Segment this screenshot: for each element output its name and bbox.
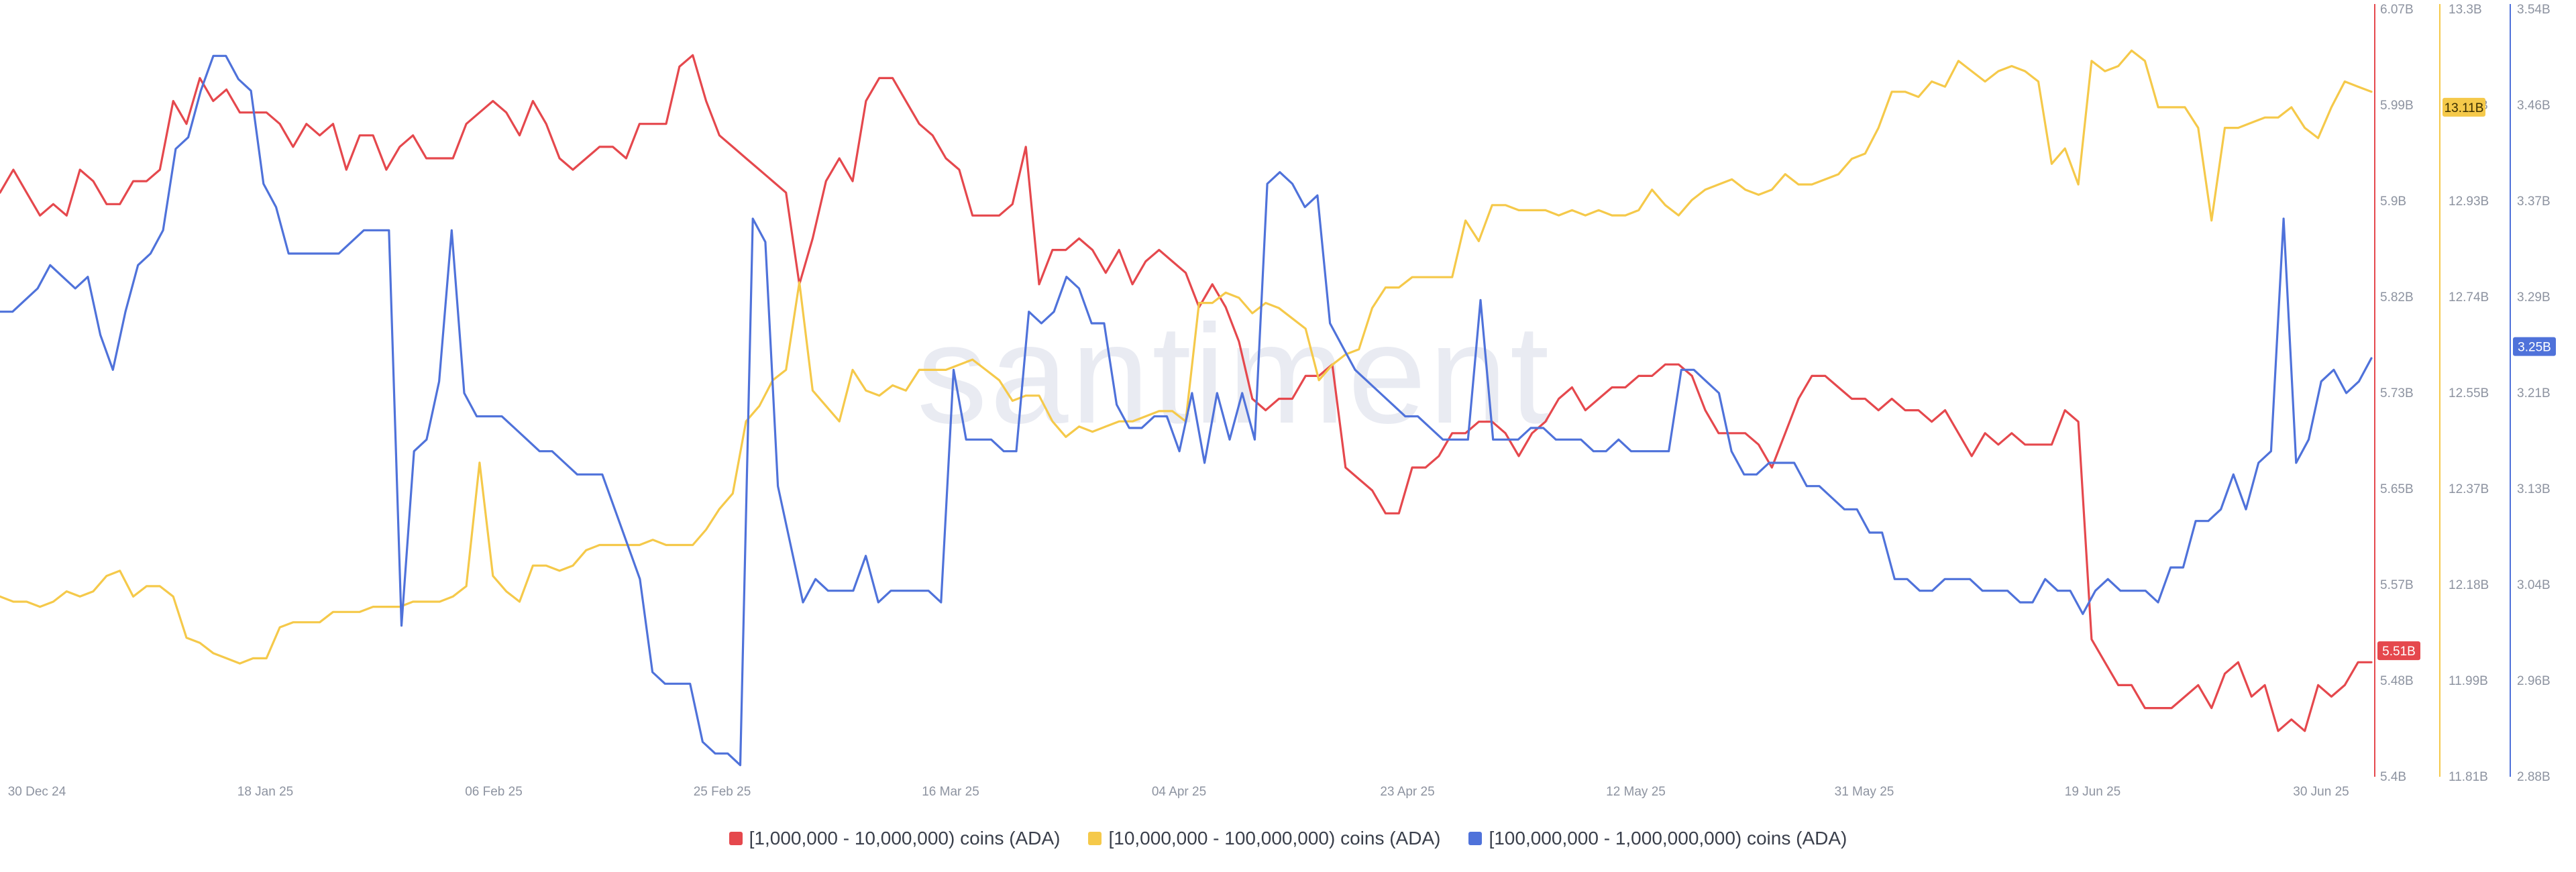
legend-item-yellow[interactable]: [10,000,000 - 100,000,000) coins (ADA) xyxy=(1088,828,1440,849)
x-tick-label: 19 Jun 25 xyxy=(2065,785,2121,799)
y-tick-label-yellow: 13.3B xyxy=(2449,3,2482,17)
y-tick-label-red: 5.82B xyxy=(2380,290,2414,305)
value-badges: 5.51B 13.11B 3.25B xyxy=(2377,97,2556,661)
y-tick-label-red: 5.48B xyxy=(2380,674,2414,688)
value-badge-label-red: 5.51B xyxy=(2382,645,2416,659)
value-badge-label-yellow: 13.11B xyxy=(2445,101,2484,115)
y-tick-label-blue: 3.13B xyxy=(2517,482,2551,496)
x-tick-label: 31 May 25 xyxy=(1835,785,1894,799)
value-badge-red xyxy=(2377,641,2420,661)
legend-swatch-red xyxy=(729,832,743,845)
y-tick-label-red: 5.73B xyxy=(2380,386,2414,400)
x-tick-label: 18 Jan 25 xyxy=(237,785,293,799)
y-tick-label-yellow: 12.93B xyxy=(2449,195,2489,209)
x-tick-label: 16 Mar 25 xyxy=(922,785,979,799)
y-tick-label-blue: 3.21B xyxy=(2517,386,2551,400)
y-tick-label-red: 6.07B xyxy=(2380,3,2414,17)
y-tick-label-yellow: 12.74B xyxy=(2449,290,2489,305)
legend-label-yellow: [10,000,000 - 100,000,000) coins (ADA) xyxy=(1108,828,1441,849)
series-layer xyxy=(0,49,2373,767)
x-tick-label: 06 Feb 25 xyxy=(465,785,523,799)
x-tick-label: 30 Jun 25 xyxy=(2293,785,2349,799)
legend-swatch-blue xyxy=(1468,832,1483,845)
y-tick-label-yellow: 12.55B xyxy=(2449,386,2489,400)
y-tick-label-yellow: 12.37B xyxy=(2449,482,2489,496)
y-tick-label-yellow: 12.18B xyxy=(2449,578,2489,592)
x-tick-label: 23 Apr 25 xyxy=(1380,785,1434,799)
y-tick-label-red: 5.65B xyxy=(2380,482,2414,496)
y-tick-label-blue: 3.37B xyxy=(2517,195,2551,209)
value-badge-label-blue: 3.25B xyxy=(2518,341,2551,355)
y-tick-label-blue: 2.96B xyxy=(2517,674,2551,688)
legend-item-blue[interactable]: [100,000,000 - 1,000,000,000) coins (ADA… xyxy=(1468,828,1847,849)
value-badge-blue xyxy=(2513,337,2556,356)
y-tick-label-blue: 3.29B xyxy=(2517,290,2551,305)
y-tick-label-red: 5.4B xyxy=(2380,770,2406,784)
value-badge-yellow xyxy=(2443,97,2485,117)
y-tick-label-yellow: 11.99B xyxy=(2449,674,2488,688)
x-axis-ticks: 30 Dec 24 18 Jan 25 06 Feb 25 25 Feb 25 16 M… xyxy=(8,785,2349,799)
legend-label-red: [1,000,000 - 10,000,000) coins (ADA) xyxy=(749,828,1061,849)
legend-swatch-yellow xyxy=(1088,832,1102,845)
series-line-red xyxy=(0,54,2373,732)
x-tick-label: 30 Dec 24 xyxy=(8,785,66,799)
legend-label-blue: [100,000,000 - 1,000,000,000) coins (ADA… xyxy=(1489,828,1847,849)
y-tick-label-red: 5.9B xyxy=(2380,195,2406,209)
watermark: santiment xyxy=(917,295,1552,453)
y-tick-label-blue: 3.46B xyxy=(2517,99,2551,113)
legend-item-red[interactable]: [1,000,000 - 10,000,000) coins (ADA) xyxy=(729,828,1061,849)
x-tick-label: 25 Feb 25 xyxy=(694,785,751,799)
y-tick-label-blue: 3.04B xyxy=(2517,578,2551,592)
y-tick-label-red: 5.99B xyxy=(2380,99,2414,113)
y-tick-label-blue: 3.54B xyxy=(2517,3,2551,17)
y-tick-label-red: 5.57B xyxy=(2380,578,2414,592)
axes: 6.07B 5.99B 5.9B 5.82B 5.73B 5.65B 5.57B 5.48B 5… xyxy=(2374,3,2551,784)
series-line-blue xyxy=(0,54,2373,767)
y-tick-label-yellow: 11.81B xyxy=(2449,770,2488,784)
x-tick-label: 04 Apr 25 xyxy=(1152,785,1206,799)
y-tick-label-blue: 2.88B xyxy=(2517,770,2551,784)
legend: [1,000,000 - 10,000,000) coins (ADA) [10… xyxy=(0,824,2576,853)
x-tick-label: 12 May 25 xyxy=(1606,785,1666,799)
